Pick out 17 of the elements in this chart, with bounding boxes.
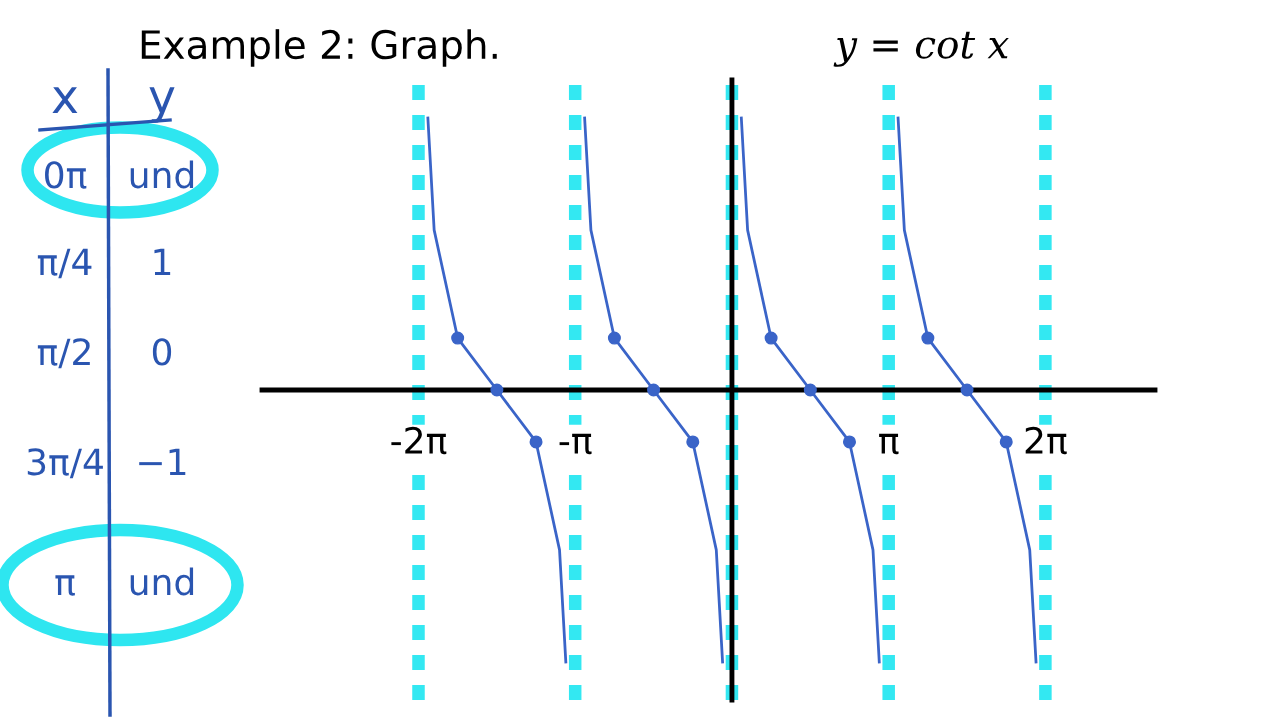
text: x <box>52 87 78 114</box>
text: und <box>130 160 194 189</box>
x-tick-label: 2π <box>1025 426 1067 455</box>
chart-title: Example 2: Graph. <box>141 29 497 67</box>
chart-subtitle: y = cot x <box>833 31 1009 67</box>
text: π <box>55 575 75 596</box>
text: π/2 <box>37 338 90 369</box>
text: 3π/4 <box>27 448 103 479</box>
x-tick-label: -2π <box>391 426 447 455</box>
text: −1 <box>139 448 186 475</box>
text: 0 <box>152 338 172 366</box>
text: 1 <box>154 248 171 275</box>
text: 0π <box>45 161 87 189</box>
text: und <box>130 567 194 596</box>
x-tick-label: π <box>879 433 899 455</box>
text: π/4 <box>37 248 92 279</box>
x-tick-label: -π <box>559 433 592 455</box>
